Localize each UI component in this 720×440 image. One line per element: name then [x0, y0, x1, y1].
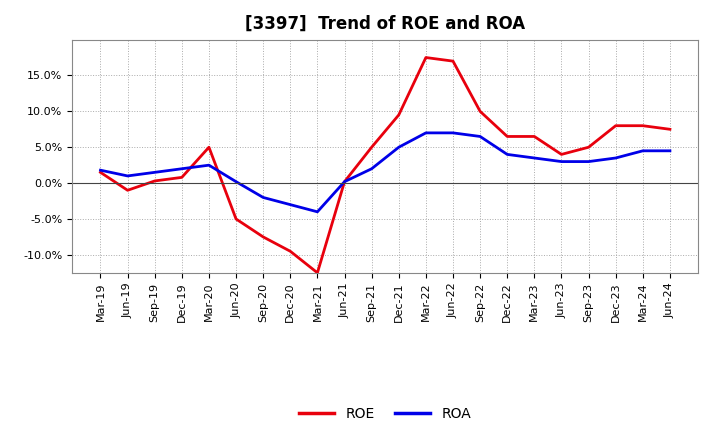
ROA [665, 148, 674, 154]
ROE [530, 134, 539, 139]
ROE [313, 270, 322, 275]
ROE [341, 179, 349, 184]
ROE [665, 127, 674, 132]
ROE [503, 134, 511, 139]
ROE [286, 249, 294, 254]
ROA [611, 155, 620, 161]
Title: [3397]  Trend of ROE and ROA: [3397] Trend of ROE and ROA [245, 15, 526, 33]
ROE [232, 216, 240, 222]
Legend: ROE, ROA: ROE, ROA [294, 401, 477, 426]
ROE [421, 55, 430, 60]
ROA [232, 179, 240, 184]
ROE [611, 123, 620, 128]
ROE [150, 178, 159, 183]
ROE [476, 109, 485, 114]
Line: ROA: ROA [101, 133, 670, 212]
ROA [530, 155, 539, 161]
ROA [286, 202, 294, 207]
ROA [150, 170, 159, 175]
ROA [96, 168, 105, 173]
ROA [584, 159, 593, 164]
ROE [557, 152, 566, 157]
ROA [259, 195, 268, 200]
ROE [395, 112, 403, 117]
ROE [584, 145, 593, 150]
ROE [639, 123, 647, 128]
ROA [449, 130, 457, 136]
ROA [178, 166, 186, 172]
ROE [123, 187, 132, 193]
ROE [449, 59, 457, 64]
Line: ROE: ROE [101, 58, 670, 273]
ROE [96, 170, 105, 175]
ROE [178, 175, 186, 180]
ROA [476, 134, 485, 139]
ROA [313, 209, 322, 214]
ROA [395, 145, 403, 150]
ROA [421, 130, 430, 136]
ROE [367, 145, 376, 150]
ROA [557, 159, 566, 164]
ROA [204, 162, 213, 168]
ROE [204, 145, 213, 150]
ROA [639, 148, 647, 154]
ROA [341, 179, 349, 184]
ROA [367, 166, 376, 172]
ROA [503, 152, 511, 157]
ROE [259, 234, 268, 239]
ROA [123, 173, 132, 179]
